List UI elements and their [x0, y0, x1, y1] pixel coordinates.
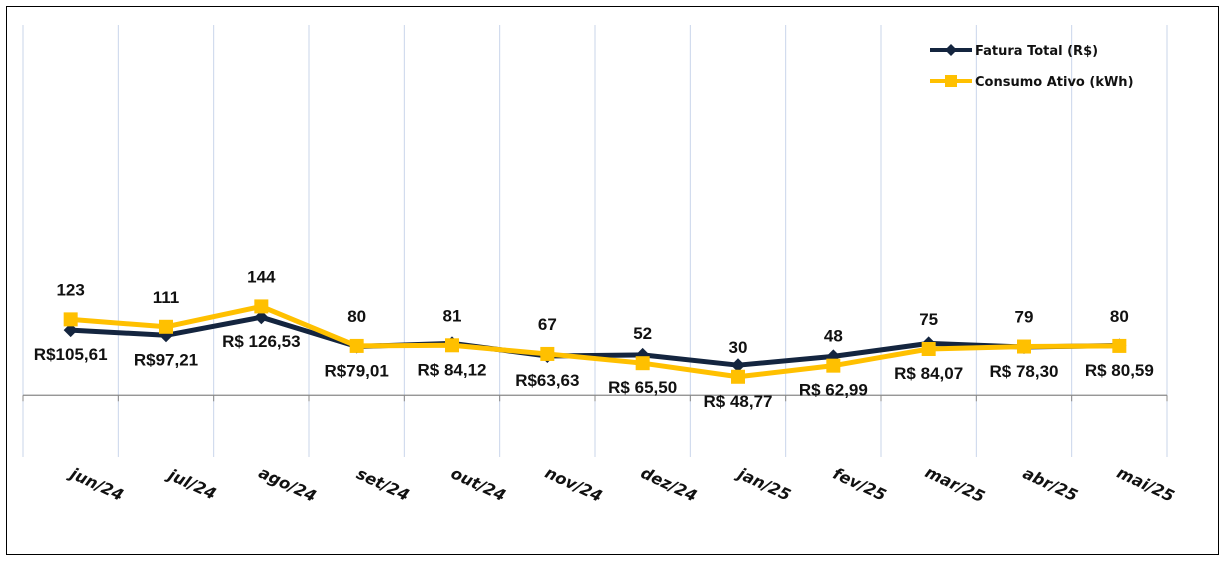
data-point-fatura [731, 358, 745, 373]
category-label: fev/25 [830, 464, 889, 505]
data-point-consumo [349, 338, 364, 353]
data-label-fatura: R$ 84,07 [894, 364, 963, 383]
category-label: out/24 [448, 463, 509, 505]
legend-square-icon [945, 75, 957, 87]
data-label-fatura: R$105,61 [34, 345, 108, 364]
data-label-consumo: 30 [729, 338, 748, 357]
data-point-consumo [540, 346, 555, 361]
data-label-consumo: 79 [1015, 308, 1034, 327]
data-label-consumo: 144 [247, 267, 276, 286]
category-label: nov/24 [542, 463, 605, 506]
category-label: mai/25 [1114, 463, 1177, 506]
data-point-consumo [731, 369, 745, 384]
data-point-consumo [635, 356, 650, 371]
data-point-consumo [1112, 338, 1127, 353]
data-label-fatura: R$ 84,12 [418, 360, 487, 379]
category-label: ago/24 [256, 463, 320, 506]
category-label: jul/24 [163, 464, 219, 504]
data-label-fatura: R$63,63 [515, 371, 579, 390]
data-label-consumo: 48 [824, 327, 843, 346]
category-label: set/24 [354, 464, 413, 505]
data-label-fatura: R$ 62,99 [799, 381, 868, 400]
legend: Fatura Total (R$) Consumo Ativo (kWh) [930, 44, 1134, 90]
data-label-fatura: R$ 78,30 [990, 362, 1059, 381]
data-label-fatura: R$ 48,77 [704, 392, 773, 411]
data-label-fatura: R$79,01 [325, 362, 389, 381]
legend-label-consumo: Consumo Ativo (kWh) [975, 75, 1134, 90]
category-label: mar/25 [922, 462, 988, 506]
data-label-fatura: R$ 126,53 [222, 332, 300, 351]
data-label-consumo: 80 [347, 307, 366, 326]
data-point-consumo [63, 312, 78, 327]
data-labels: 123 R$105,61 111 R$97,21 144 R$ 126,53 80 R$79,… [34, 267, 1154, 410]
data-label-consumo: 80 [1110, 307, 1129, 326]
category-label: abr/25 [1020, 463, 1081, 505]
data-point-consumo [254, 299, 269, 314]
data-label-consumo: 52 [633, 324, 652, 343]
data-point-fatura [63, 323, 78, 338]
series-group [63, 299, 1127, 384]
data-label-consumo: 81 [443, 306, 462, 325]
data-point-fatura [254, 310, 269, 325]
data-point-consumo [159, 319, 173, 334]
series-line-fatura [70, 314, 1120, 368]
category-label: jun/24 [65, 463, 127, 505]
data-label-consumo: 75 [919, 310, 938, 329]
data-label-consumo: 67 [538, 315, 557, 334]
gridlines [22, 25, 1168, 457]
category-label: dez/24 [638, 463, 700, 505]
data-label-fatura: R$97,21 [134, 350, 198, 369]
series-line-consumo [70, 303, 1120, 380]
data-point-consumo [445, 338, 459, 353]
data-label-consumo: 111 [153, 288, 180, 307]
data-label-consumo: 123 [56, 280, 84, 299]
category-axis-labels: jun/24 jul/24 ago/24 set/24 out/24 nov/24 dez/… [65, 462, 1178, 506]
legend-diamond-icon [945, 44, 957, 56]
data-point-consumo [826, 358, 841, 373]
category-label: jan/25 [732, 463, 793, 505]
chart-frame [6, 6, 1219, 555]
legend-label-fatura: Fatura Total (R$) [975, 44, 1098, 59]
data-label-fatura: R$ 80,59 [1085, 361, 1154, 380]
data-label-fatura: R$ 65,50 [608, 378, 677, 397]
data-point-consumo [921, 342, 936, 356]
data-point-consumo [1017, 339, 1031, 354]
